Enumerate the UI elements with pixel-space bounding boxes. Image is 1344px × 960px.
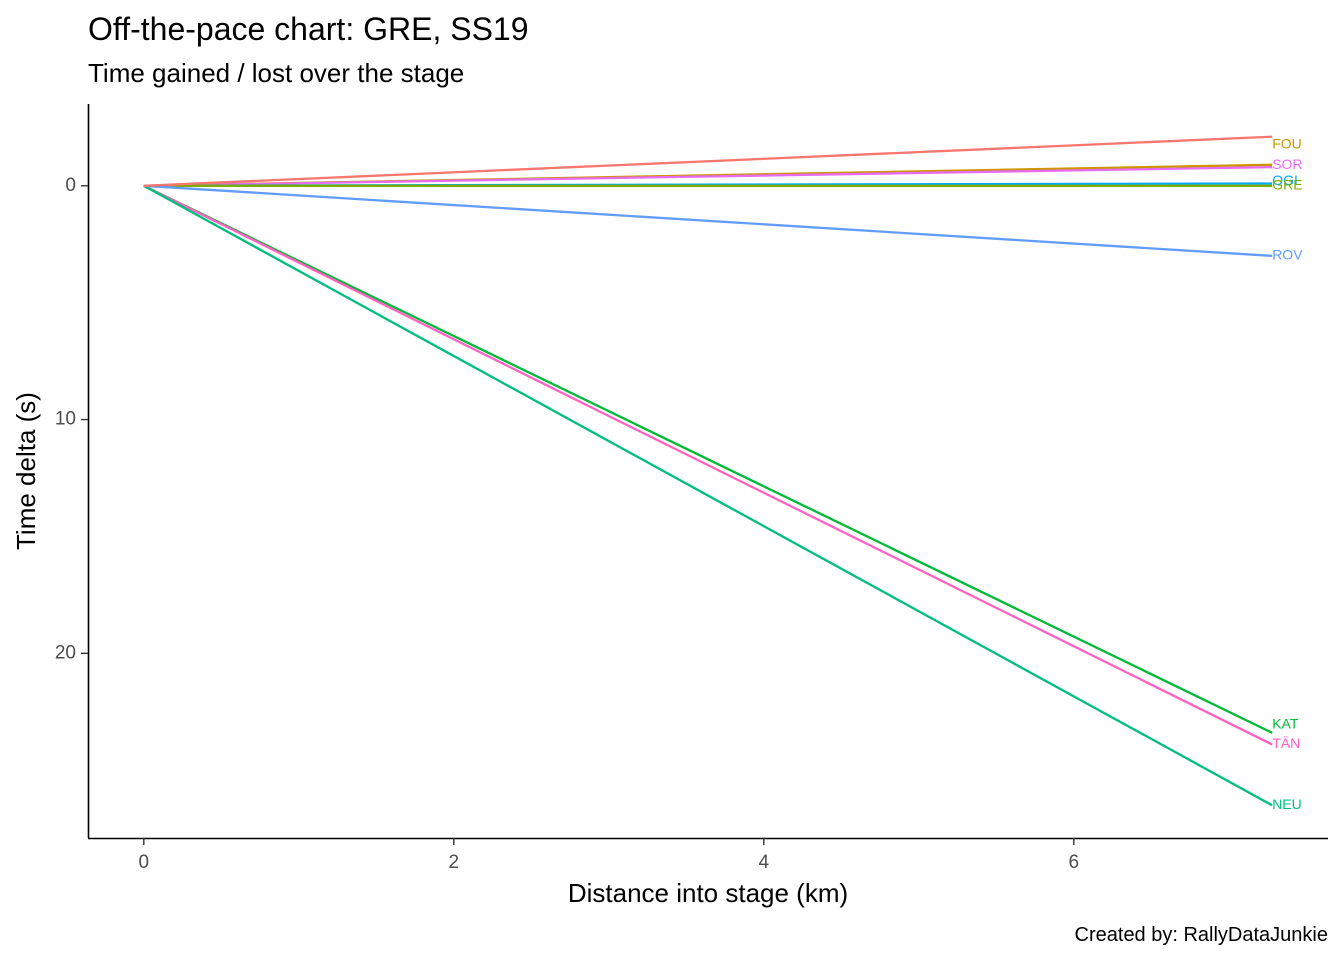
y-tick-label: 0 xyxy=(65,175,76,196)
end-label-fou: FOU xyxy=(1272,136,1302,152)
end-label-sor: SOR xyxy=(1272,156,1302,172)
end-label-gre: GRE xyxy=(1272,177,1302,193)
end-label-neu: NEU xyxy=(1272,796,1302,812)
x-tick-label: 2 xyxy=(449,852,460,873)
series-layer xyxy=(143,135,1273,807)
y-tick-label: 10 xyxy=(55,409,76,430)
series-line-kat xyxy=(143,184,1273,734)
chart-title: Off-the-pace chart: GRE, SS19 xyxy=(88,11,529,47)
end-label-ogi: OGI xyxy=(1272,172,1298,188)
end-label-tän: TÄN xyxy=(1272,735,1300,751)
series-line-neu xyxy=(143,184,1273,807)
end-label-kat: KAT xyxy=(1272,716,1299,732)
series-line-rov xyxy=(143,184,1273,258)
x-tick-label: 4 xyxy=(759,852,770,873)
x-tick-label: 0 xyxy=(139,852,150,873)
series-line-tän xyxy=(143,184,1273,746)
chart-subtitle: Time gained / lost over the stage xyxy=(88,58,464,88)
y-axis-ticks: 0 10 20 xyxy=(55,175,88,663)
x-axis-ticks: 0 2 4 6 xyxy=(139,838,1080,873)
x-axis-title: Distance into stage (km) xyxy=(568,878,848,908)
y-tick-label: 20 xyxy=(55,642,76,663)
x-tick-label: 6 xyxy=(1069,852,1080,873)
y-axis-title: Time delta (s) xyxy=(11,392,41,550)
end-label-rov: ROV xyxy=(1272,247,1303,263)
series-line-unlabeled-8 xyxy=(143,135,1273,187)
series-line-sor xyxy=(143,165,1273,187)
chart-caption: Created by: RallyDataJunkie xyxy=(1075,924,1328,946)
